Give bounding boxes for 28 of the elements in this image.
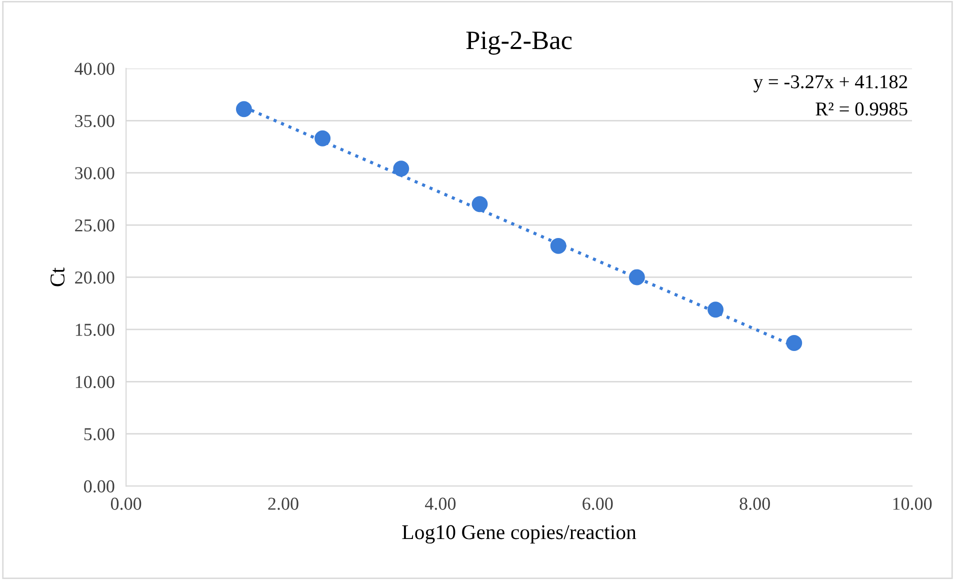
y-tick-label: 30.00 [75,167,114,180]
x-tick-label: 8.00 [740,498,770,510]
x-tick-label: 4.00 [425,498,456,510]
point [393,160,410,177]
y-tick-label: 20.00 [75,271,114,284]
annotation: R² = 0.9985 [816,102,908,116]
annotation: y = -3.27x + 41.182 [754,75,908,92]
point [314,130,331,146]
point [550,238,566,254]
x-tick-label: 2.00 [268,498,298,510]
point [472,196,488,212]
x-tick-label: 10.00 [893,498,932,510]
y-tick-label: 40.00 [74,62,114,75]
y-tick-label: 0.00 [84,480,114,493]
y-tick-label: 35.00 [75,114,114,128]
x-tick-label: 6.00 [582,498,613,510]
y-axis-title: Ct [50,268,65,286]
y-tick-label: 5.00 [84,428,114,440]
x-axis-title: Log10 Gene copies/reaction [402,525,636,544]
point [708,302,724,318]
chart-title: Pig-2-Bac [466,32,572,55]
point [628,269,645,286]
y-tick-label: 25.00 [75,219,114,232]
x-tick-label: 0.00 [110,498,142,510]
y-tick-label: 10.00 [76,376,114,388]
y-tick-label: 15.00 [76,324,114,336]
point [236,101,252,118]
point [786,335,802,351]
